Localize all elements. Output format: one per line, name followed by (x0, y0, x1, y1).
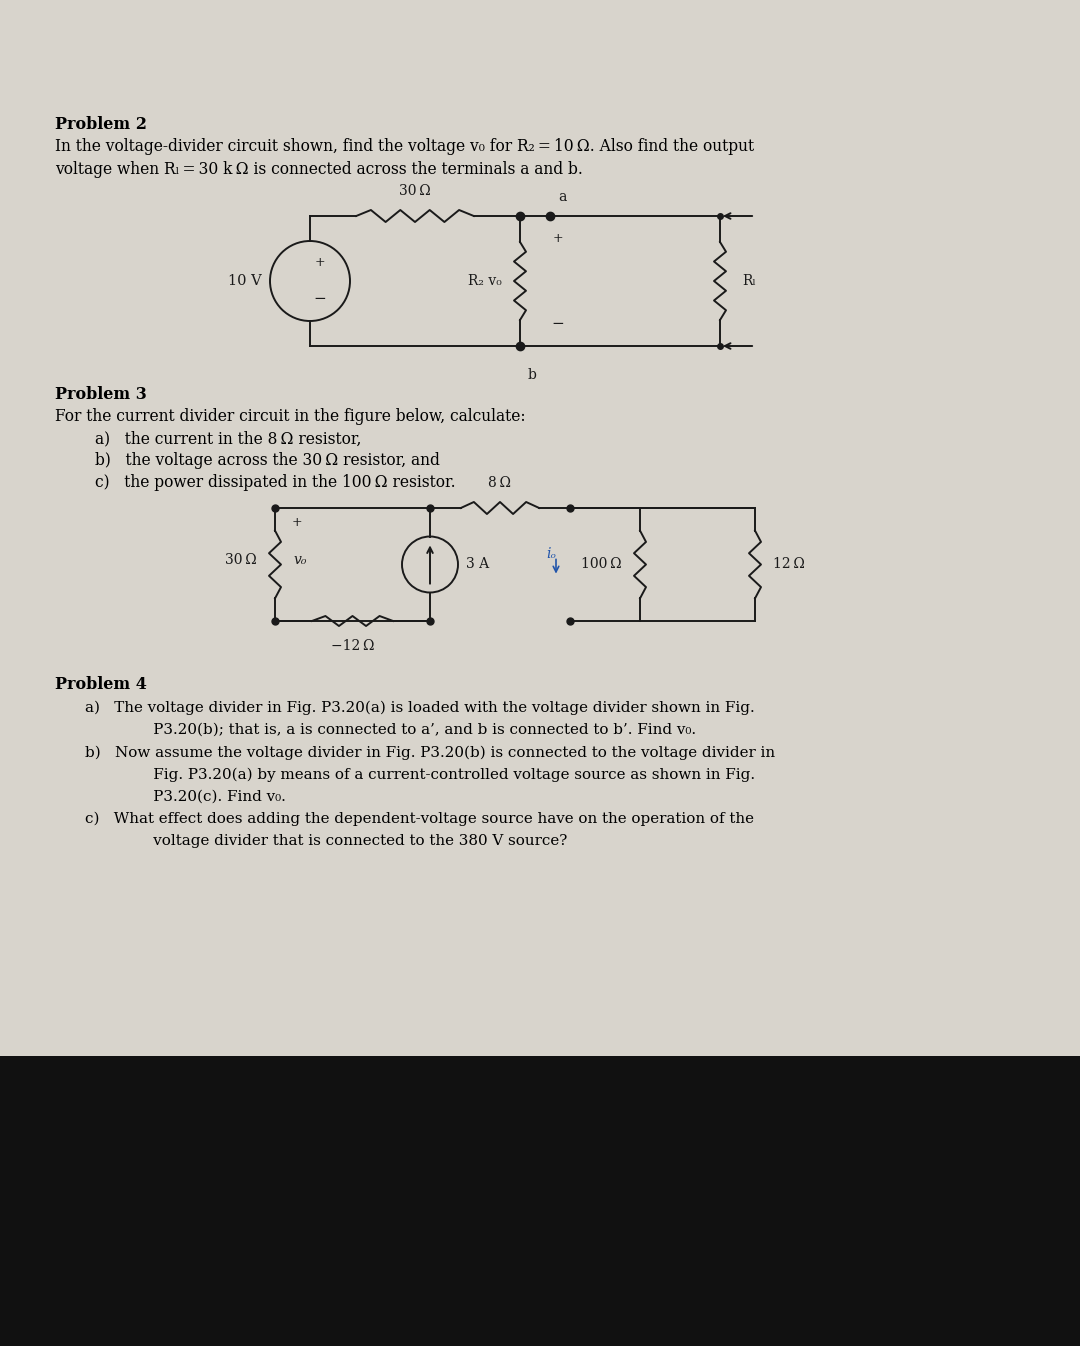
Text: 3 A: 3 A (465, 557, 489, 572)
Text: a)   the current in the 8 Ω resistor,: a) the current in the 8 Ω resistor, (95, 429, 362, 447)
Text: voltage when Rₗ = 30 k Ω is connected across the terminals a and b.: voltage when Rₗ = 30 k Ω is connected ac… (55, 162, 583, 178)
Text: a)   The voltage divider in Fig. P3.20(a) is loaded with the voltage divider sho: a) The voltage divider in Fig. P3.20(a) … (85, 701, 755, 715)
Text: 10 V: 10 V (228, 275, 261, 288)
Text: b: b (528, 367, 537, 382)
Text: v₀: v₀ (293, 552, 307, 567)
Text: Problem 3: Problem 3 (55, 386, 147, 402)
Text: +: + (292, 516, 302, 529)
Text: P3.20(c). Find v₀.: P3.20(c). Find v₀. (120, 790, 286, 804)
Text: 30 Ω: 30 Ω (226, 552, 257, 567)
Text: 8 Ω: 8 Ω (488, 476, 512, 490)
Text: b)   the voltage across the 30 Ω resistor, and: b) the voltage across the 30 Ω resistor,… (95, 452, 440, 468)
Text: Problem 4: Problem 4 (55, 676, 147, 693)
Text: Fig. P3.20(a) by means of a current-controlled voltage source as shown in Fig.: Fig. P3.20(a) by means of a current-cont… (120, 769, 755, 782)
Text: 30 Ω: 30 Ω (400, 184, 431, 198)
Text: −: − (552, 318, 565, 331)
FancyBboxPatch shape (0, 0, 1080, 1057)
Text: −: − (313, 292, 326, 306)
Text: iₒ: iₒ (546, 548, 556, 561)
Text: 100 Ω: 100 Ω (581, 557, 622, 572)
Text: For the current divider circuit in the figure below, calculate:: For the current divider circuit in the f… (55, 408, 526, 425)
Text: −12 Ω: −12 Ω (330, 639, 375, 653)
Text: b)   Now assume the voltage divider in Fig. P3.20(b) is connected to the voltage: b) Now assume the voltage divider in Fig… (85, 746, 775, 760)
Text: a: a (558, 190, 566, 205)
Text: c)   What effect does adding the dependent-voltage source have on the operation : c) What effect does adding the dependent… (85, 812, 754, 826)
Text: Rₗ: Rₗ (742, 275, 756, 288)
Text: voltage divider that is connected to the 380 V source?: voltage divider that is connected to the… (120, 835, 567, 848)
Text: Problem 2: Problem 2 (55, 116, 147, 133)
Text: In the voltage-divider circuit shown, find the voltage v₀ for R₂ = 10 Ω. Also fi: In the voltage-divider circuit shown, fi… (55, 139, 754, 155)
Text: P3.20(b); that is, a is connected to a’, and b is connected to b’. Find v₀.: P3.20(b); that is, a is connected to a’,… (120, 723, 697, 738)
Text: R₂ v₀: R₂ v₀ (469, 275, 502, 288)
Text: +: + (553, 232, 564, 245)
Text: c)   the power dissipated in the 100 Ω resistor.: c) the power dissipated in the 100 Ω res… (95, 474, 456, 491)
Text: 12 Ω: 12 Ω (773, 557, 805, 572)
Text: +: + (314, 257, 325, 269)
